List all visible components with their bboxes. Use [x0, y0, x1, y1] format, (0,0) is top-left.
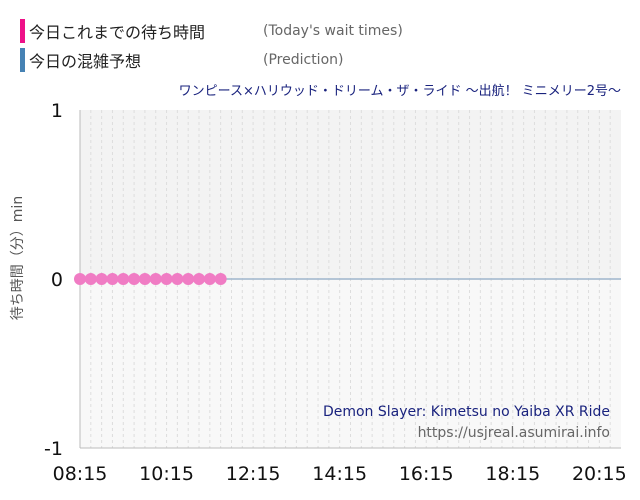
y-tick-label: 0 [51, 269, 63, 291]
legend-prediction-swatch [20, 48, 25, 72]
legend-prediction: 今日の混雑予想 (Prediction) [20, 48, 343, 72]
x-tick-label: 16:15 [399, 463, 454, 485]
x-tick-label: 08:15 [53, 463, 108, 485]
y-ticks: 1 0 -1 [44, 100, 63, 460]
x-tick-label: 10:15 [139, 463, 194, 485]
wait-time-point [193, 273, 206, 285]
y-tick-label: 1 [51, 100, 63, 122]
wait-time-point [84, 273, 97, 285]
y-axis-label: 待ち時間（分）min [10, 196, 26, 320]
legend-prediction-label: 今日の混雑予想 [29, 52, 142, 71]
wait-time-point [171, 273, 184, 285]
series-layer [74, 273, 621, 285]
wait-time-point [117, 273, 130, 285]
wait-time-point [95, 273, 108, 285]
wait-time-point [128, 273, 141, 285]
x-ticks: 08:15 10:15 12:15 14:15 16:15 18:15 20:15 [53, 463, 627, 485]
wait-time-point [74, 273, 86, 285]
chart-title: ワンピース×ハリウッド・ドリーム・ザ・ライド ～出航！ ミニメリー2号～ [179, 83, 621, 99]
wait-time-point [160, 273, 173, 285]
y-tick-label: -1 [44, 438, 63, 460]
legend-prediction-sub: (Prediction) [263, 52, 344, 68]
wait-time-point [214, 273, 227, 285]
legend-today-swatch [20, 19, 25, 43]
wait-time-point [149, 273, 162, 285]
wait-time-point [203, 273, 216, 285]
x-tick-label: 12:15 [226, 463, 281, 485]
watermark-url: https://usjreal.asumirai.info [418, 425, 610, 441]
watermark-ride-name: Demon Slayer: Kimetsu no Yaiba XR Ride [323, 404, 610, 420]
legend-today-sub: (Today's wait times) [263, 23, 403, 39]
wait-time-point [182, 273, 195, 285]
wait-time-point [138, 273, 151, 285]
legend-today-label: 今日これまでの待ち時間 [29, 23, 206, 42]
x-tick-label: 18:15 [485, 463, 540, 485]
x-tick-label: 20:15 [572, 463, 627, 485]
x-tick-label: 14:15 [312, 463, 367, 485]
wait-time-point [106, 273, 119, 285]
legend-today: 今日これまでの待ち時間 (Today's wait times) [20, 19, 403, 43]
